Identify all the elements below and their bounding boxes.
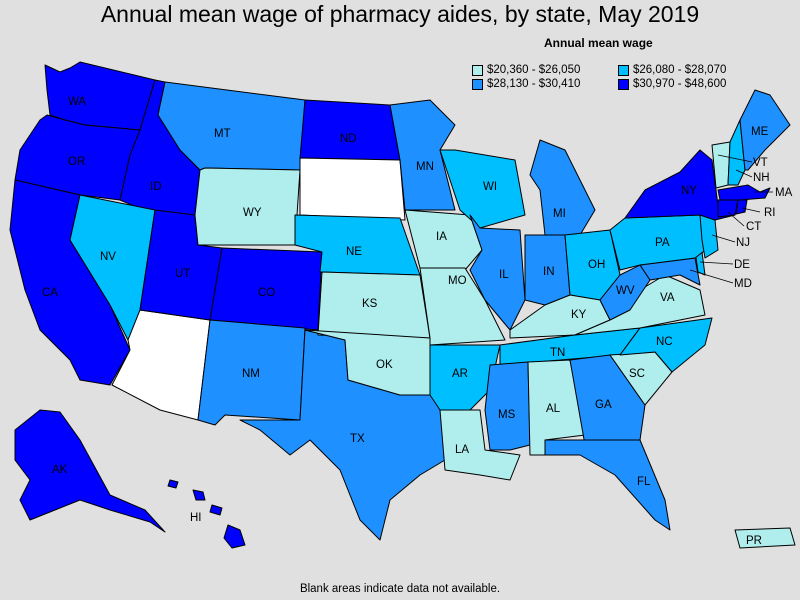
state-label-ny: NY bbox=[681, 185, 697, 197]
state-label-ms: MS bbox=[498, 409, 516, 421]
state-label-vt: VT bbox=[753, 157, 768, 169]
footnote: Blank areas indicate data not available. bbox=[299, 583, 501, 595]
state-label-tn: TN bbox=[550, 347, 565, 359]
legend-swatch bbox=[472, 78, 483, 90]
state-label-id: ID bbox=[150, 181, 162, 193]
state-label-mi: MI bbox=[553, 208, 566, 220]
legend-title: Annual mean wage bbox=[544, 36, 653, 50]
state-label-ar: AR bbox=[452, 368, 468, 380]
state-fl[interactable] bbox=[544, 439, 671, 531]
state-label-il: IL bbox=[499, 269, 509, 281]
state-label-md: MD bbox=[734, 278, 752, 290]
state-label-hi: HI bbox=[190, 512, 202, 524]
state-hi-island[interactable] bbox=[209, 504, 223, 516]
state-ia[interactable] bbox=[404, 209, 483, 271]
state-ne[interactable] bbox=[294, 214, 421, 276]
state-ms[interactable] bbox=[484, 361, 531, 451]
state-label-tx: TX bbox=[350, 433, 365, 445]
state-label-al: AL bbox=[546, 403, 561, 415]
state-label-co: CO bbox=[258, 287, 275, 299]
state-ak[interactable] bbox=[14, 409, 166, 533]
legend-item: $26,080 - $28,070 bbox=[618, 64, 726, 76]
state-label-ct: CT bbox=[746, 221, 761, 233]
legend-item: $20,360 - $26,050 bbox=[472, 64, 580, 76]
state-label-ks: KS bbox=[362, 298, 378, 310]
state-ri[interactable] bbox=[735, 199, 748, 215]
state-label-me: ME bbox=[751, 126, 769, 138]
state-me[interactable] bbox=[739, 89, 791, 171]
state-la[interactable] bbox=[439, 409, 521, 481]
state-ga[interactable] bbox=[569, 354, 646, 446]
state-label-wi: WI bbox=[483, 181, 497, 193]
state-label-pr: PR bbox=[746, 535, 762, 547]
state-label-ok: OK bbox=[376, 359, 393, 371]
legend-item: $28,130 - $30,410 bbox=[472, 78, 580, 90]
state-label-wy: WY bbox=[243, 207, 262, 219]
legend-swatch bbox=[618, 64, 629, 76]
state-label-ri: RI bbox=[764, 207, 776, 219]
legend-label: $26,080 - $28,070 bbox=[633, 64, 727, 76]
state-label-in: IN bbox=[543, 266, 555, 278]
state-label-nh: NH bbox=[753, 172, 770, 184]
state-mo[interactable] bbox=[419, 267, 506, 346]
state-label-mo: MO bbox=[448, 275, 467, 287]
state-label-ma: MA bbox=[775, 187, 793, 199]
state-pr[interactable] bbox=[734, 527, 796, 549]
state-label-va: VA bbox=[660, 292, 675, 304]
state-label-ca: CA bbox=[42, 287, 58, 299]
state-il[interactable] bbox=[469, 214, 526, 331]
legend-label: $20,360 - $26,050 bbox=[487, 64, 581, 76]
state-nd[interactable] bbox=[299, 99, 401, 161]
state-nh[interactable] bbox=[727, 119, 746, 186]
legend-label: $28,130 - $30,410 bbox=[487, 78, 581, 90]
legend-swatch bbox=[472, 64, 483, 76]
state-label-ga: GA bbox=[595, 399, 612, 411]
state-label-ne: NE bbox=[346, 246, 362, 258]
legend-item: $30,970 - $48,600 bbox=[618, 78, 726, 90]
state-nm[interactable] bbox=[197, 319, 306, 426]
state-label-de: DE bbox=[734, 259, 750, 271]
state-hi-island[interactable] bbox=[192, 489, 206, 501]
state-label-wv: WV bbox=[616, 285, 635, 297]
map-title: Annual mean wage of pharmacy aides, by s… bbox=[100, 1, 700, 27]
state-label-sc: SC bbox=[629, 368, 645, 380]
state-label-la: LA bbox=[455, 444, 469, 456]
state-label-ky: KY bbox=[571, 309, 587, 321]
state-label-nm: NM bbox=[242, 368, 260, 380]
state-mn[interactable] bbox=[389, 99, 456, 211]
state-hi[interactable] bbox=[223, 524, 246, 549]
state-label-nv: NV bbox=[100, 251, 116, 263]
legend-label: $30,970 - $48,600 bbox=[633, 78, 727, 90]
state-label-nd: ND bbox=[340, 133, 357, 145]
state-label-nj: NJ bbox=[736, 237, 750, 249]
state-label-wa: WA bbox=[68, 96, 86, 108]
state-label-mn: MN bbox=[416, 161, 434, 173]
state-ct[interactable] bbox=[717, 199, 739, 218]
state-hi-island[interactable] bbox=[167, 479, 179, 489]
legend-swatch bbox=[618, 78, 629, 90]
state-label-ia: IA bbox=[436, 231, 447, 243]
state-label-or: OR bbox=[68, 156, 85, 168]
state-sd[interactable] bbox=[299, 157, 406, 221]
state-label-nc: NC bbox=[656, 336, 673, 348]
state-mi[interactable] bbox=[529, 139, 596, 236]
state-ma[interactable] bbox=[717, 184, 771, 201]
state-label-oh: OH bbox=[588, 259, 605, 271]
state-label-fl: FL bbox=[637, 476, 651, 488]
state-label-pa: PA bbox=[655, 237, 670, 249]
state-label-ak: AK bbox=[52, 464, 68, 476]
state-label-ut: UT bbox=[175, 268, 190, 280]
state-label-mt: MT bbox=[214, 128, 231, 140]
